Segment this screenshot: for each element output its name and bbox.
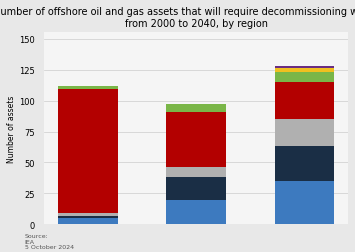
Bar xyxy=(275,67,334,69)
Text: Source:
IEA
5 October 2024: Source: IEA 5 October 2024 xyxy=(25,233,74,249)
Bar xyxy=(166,178,226,200)
Bar xyxy=(275,83,334,120)
Bar xyxy=(166,112,226,168)
Bar xyxy=(275,69,334,73)
Bar xyxy=(166,105,226,112)
Bar xyxy=(58,213,118,216)
Bar xyxy=(275,181,334,225)
Title: Number of offshore oil and gas assets that will require decommissioning worldwid: Number of offshore oil and gas assets th… xyxy=(0,7,355,28)
Bar xyxy=(58,86,118,90)
Bar xyxy=(58,216,118,218)
Bar xyxy=(275,120,334,147)
Bar xyxy=(58,90,118,213)
Bar xyxy=(275,147,334,181)
Bar xyxy=(166,168,226,178)
Bar xyxy=(58,218,118,225)
Bar xyxy=(275,73,334,83)
Bar xyxy=(166,200,226,225)
Y-axis label: Number of assets: Number of assets xyxy=(7,95,16,163)
